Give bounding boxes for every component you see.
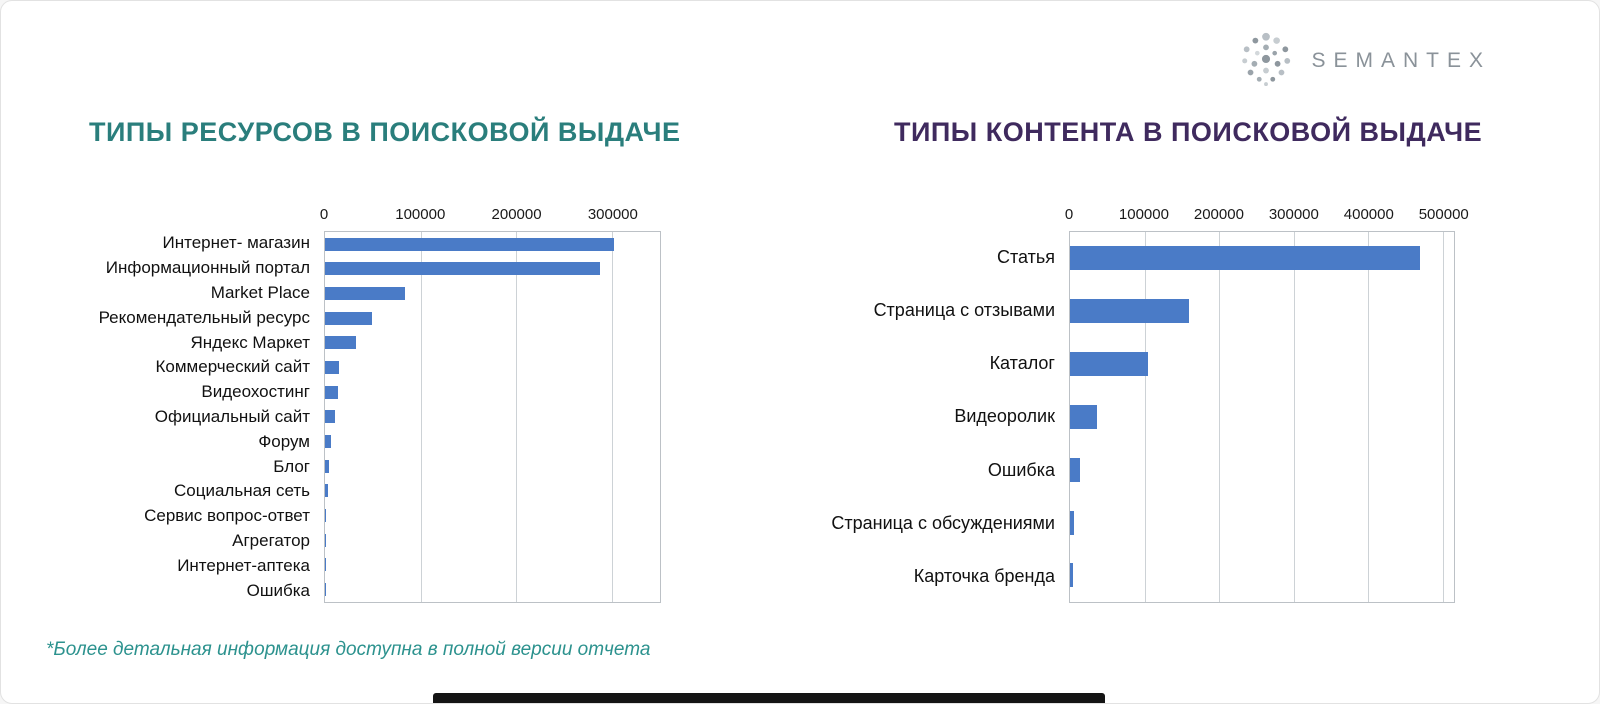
chart-title-resources: ТИПЫ РЕСУРСОВ В ПОИСКОВОЙ ВЫДАЧЕ [89,117,681,147]
bar-row [1070,457,1454,482]
x-axis-ticks: 0 100000 200000 300000 400000 500000 [1065,197,1469,231]
category-label: Ошибка [246,580,310,600]
bar [1070,299,1190,324]
bar-row [1070,510,1454,535]
bar-row [1070,563,1454,588]
category-labels: Статья Страница с отзывами Каталог Видеорол… [801,231,1069,603]
bar [325,287,406,301]
x-tick-label: 300000 [1268,206,1319,223]
bar-row [325,237,660,251]
category-label: Коммерческий сайт [155,357,310,377]
plot-area [1069,231,1455,603]
category-label: Интернет-аптека [177,555,310,575]
semantex-logo: SEMANTEX [1237,29,1491,92]
category-label: Видеохостинг [201,382,310,402]
gridline [1368,232,1370,602]
category-label: Статья [996,247,1055,268]
x-tick-label: 200000 [491,206,542,223]
bar-row [325,509,660,523]
gridline [1144,232,1146,602]
x-tick-label: 100000 [395,206,446,223]
gridline [1293,232,1295,602]
category-label: Карточка бренда [913,565,1055,586]
bar-row [325,435,660,449]
bar-row [325,385,660,399]
bar-row [325,459,660,473]
gridline [420,232,422,602]
bar-row [325,484,660,498]
category-label: Страница с отзывами [873,300,1055,321]
gridline [612,232,614,602]
bar-row [1070,299,1454,324]
category-label: Видеоролик [954,406,1055,427]
bar [325,311,372,325]
chart-content-types: Статья Страница с отзывами Каталог Видеорол… [801,197,1469,603]
bar [1070,457,1080,482]
bar [325,484,328,498]
category-label: Сервис вопрос-ответ [144,506,310,526]
bar [325,361,340,375]
bar [325,459,329,473]
gridline [1219,232,1221,602]
plot-area [324,231,661,603]
gridline [1442,232,1444,602]
bar-row [325,287,660,301]
x-tick-label: 100000 [1118,206,1169,223]
bar [1070,563,1073,588]
bar [1070,510,1074,535]
category-label: Официальный сайт [154,406,310,426]
chart-resource-types: Интернет- магазин Информационный портал Ma… [46,197,661,603]
x-tick-label: 200000 [1193,206,1244,223]
bar [325,509,327,523]
gridline [516,232,518,602]
x-tick-label: 0 [319,206,329,223]
bar-row [325,558,660,572]
bar [1070,246,1421,271]
bar [325,262,600,276]
category-label: Форум [258,431,310,451]
bar [1070,404,1097,429]
x-axis-ticks: 0 100000 200000 300000 [320,197,661,231]
bar-row [325,262,660,276]
footnote: *Более детальная информация доступна в п… [46,639,651,660]
bar [325,385,339,399]
bar-row [325,583,660,597]
bar [325,410,335,424]
bar-row [1070,246,1454,271]
brand-name: SEMANTEX [1311,48,1491,72]
category-label: Информационный портал [105,258,310,278]
category-label: Социальная сеть [174,481,310,501]
category-label: Интернет- магазин [162,233,310,253]
bottom-scrubber-bar [433,693,1105,703]
category-label: Агрегатор [232,530,310,550]
bar-row [325,311,660,325]
bar [325,533,326,547]
category-label: Страница с обсуждениями [831,512,1055,533]
category-label: Ошибка [987,459,1055,480]
category-labels: Интернет- магазин Информационный портал Ma… [46,231,324,603]
x-tick-label: 300000 [587,206,638,223]
bar [325,336,356,350]
semantex-logo-icon [1237,29,1295,92]
chart-title-content: ТИПЫ КОНТЕНТА В ПОИСКОВОЙ ВЫДАЧЕ [894,117,1483,147]
bar-row [325,533,660,547]
x-tick-label: 500000 [1418,206,1469,223]
bar-row [325,336,660,350]
bar-row [325,410,660,424]
category-label: Market Place [210,282,310,302]
bar-row [1070,404,1454,429]
bar-row [1070,352,1454,377]
bar-row [325,361,660,375]
bar [325,435,331,449]
category-label: Яндекс Маркет [190,332,310,352]
bar [1070,352,1149,377]
category-label: Рекомендательный ресурс [98,307,310,327]
bar [325,237,615,251]
x-tick-label: 0 [1064,206,1074,223]
category-label: Блог [273,456,310,476]
bar [325,558,326,572]
x-tick-label: 400000 [1343,206,1394,223]
category-label: Каталог [989,353,1055,374]
